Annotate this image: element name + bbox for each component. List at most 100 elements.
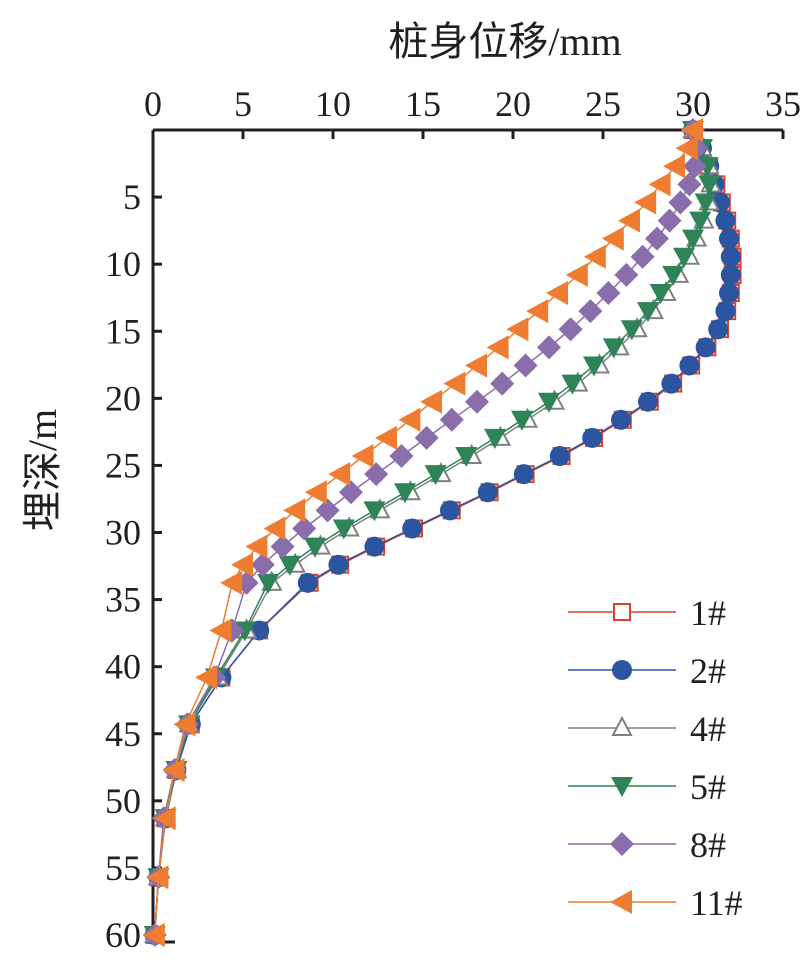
data-point-11: [398, 407, 421, 432]
series-line-8: [154, 129, 698, 936]
data-point-8: [339, 480, 363, 505]
data-point-2: [364, 536, 385, 557]
x-tick-label: 0: [144, 84, 162, 124]
data-point-5: [583, 356, 605, 377]
data-point-2: [611, 409, 631, 430]
data-point-8: [558, 317, 583, 342]
data-point-2: [328, 554, 349, 575]
data-point-5: [332, 519, 355, 540]
legend-marker: [613, 603, 631, 621]
data-point-5: [363, 501, 386, 522]
legend-marker: [610, 890, 632, 914]
x-tick-label: 10: [315, 84, 351, 124]
data-point-5: [455, 447, 478, 468]
y-axis-title: 埋深/m: [20, 409, 65, 531]
plot-area: [142, 117, 742, 947]
data-point-2: [477, 482, 498, 503]
axes: 0 5 10 15 20 25 30 35 5 10 15 20 25 30 35 40 45 50 55 60: [105, 84, 801, 955]
x-axis-title: 桩身位移/mm: [388, 19, 621, 64]
data-point-2: [549, 446, 570, 467]
data-point-11: [506, 317, 529, 342]
data-point-5: [561, 374, 584, 395]
data-point-5: [394, 483, 416, 504]
data-point-8: [364, 462, 389, 487]
data-point-8: [630, 244, 655, 269]
data-point-2: [715, 210, 736, 231]
data-point-2: [695, 337, 716, 358]
data-point-5: [620, 320, 643, 341]
y-tick-label: 60: [105, 915, 141, 955]
data-point-5: [602, 338, 625, 359]
data-point-11: [153, 806, 176, 831]
legend-label: 1#: [690, 593, 726, 633]
y-tick-label: 55: [105, 848, 141, 888]
data-point-11: [681, 118, 703, 142]
data-point-8: [414, 425, 439, 450]
data-point-5: [649, 284, 672, 305]
data-point-11: [486, 335, 509, 360]
y-tick-label: 5: [123, 177, 141, 217]
data-point-2: [402, 518, 423, 539]
legend-label: 5#: [690, 767, 726, 807]
y-tick-label: 30: [105, 513, 141, 553]
y-tick-label: 15: [105, 311, 141, 351]
data-point-8: [677, 172, 702, 197]
data-point-2: [440, 500, 460, 521]
y-tick-label: 50: [105, 781, 141, 821]
data-point-11: [663, 154, 685, 179]
data-point-5: [304, 537, 326, 558]
x-tick-label: 25: [585, 84, 621, 124]
data-point-5: [538, 392, 560, 413]
data-point-2: [720, 246, 741, 267]
data-point-2: [720, 264, 741, 285]
data-point-8: [537, 335, 561, 360]
legend-marker: [612, 660, 632, 680]
data-point-8: [578, 299, 603, 324]
x-tick-label: 15: [405, 84, 441, 124]
data-point-11: [173, 712, 196, 737]
data-point-5: [694, 193, 717, 214]
data-point-11: [304, 480, 327, 505]
data-point-11: [209, 618, 232, 643]
y-tick-label: 10: [105, 244, 141, 284]
data-point-8: [315, 498, 340, 523]
data-point-11: [465, 353, 487, 378]
data-point-5: [637, 302, 659, 323]
data-point-2: [708, 319, 729, 340]
data-point-5: [698, 175, 721, 196]
legend: 1# 2# 4# 5# 8# 11#: [568, 593, 743, 923]
data-point-2: [582, 427, 603, 448]
data-point-8: [270, 534, 295, 559]
legend-label: 11#: [690, 883, 743, 923]
data-point-2: [638, 391, 658, 412]
data-point-11: [231, 552, 253, 577]
data-point-8: [439, 407, 464, 432]
data-point-11: [263, 516, 286, 541]
y-tick-label: 35: [105, 580, 141, 620]
data-point-11: [146, 865, 169, 890]
data-point-11: [526, 299, 549, 324]
data-point-8: [389, 444, 414, 469]
data-point-8: [513, 353, 538, 378]
y-tick-label: 40: [105, 647, 141, 687]
data-point-2: [297, 572, 318, 593]
data-point-2: [679, 355, 700, 376]
data-point-11: [328, 462, 351, 487]
data-point-11: [618, 208, 640, 233]
legend-marker: [611, 715, 633, 736]
series-line-11: [154, 129, 694, 936]
y-tick-label: 25: [105, 445, 141, 485]
data-point-5: [511, 410, 533, 431]
data-point-8: [682, 154, 707, 179]
data-point-2: [715, 301, 736, 322]
data-point-8: [490, 371, 515, 396]
data-point-5: [673, 247, 695, 268]
data-point-2: [719, 228, 739, 249]
data-point-11: [565, 262, 588, 287]
data-point-2: [513, 464, 534, 485]
y-tick-label: 45: [105, 714, 141, 754]
data-point-11: [648, 172, 671, 197]
data-point-11: [420, 389, 442, 414]
data-point-8: [292, 516, 317, 541]
data-point-2: [661, 373, 682, 394]
